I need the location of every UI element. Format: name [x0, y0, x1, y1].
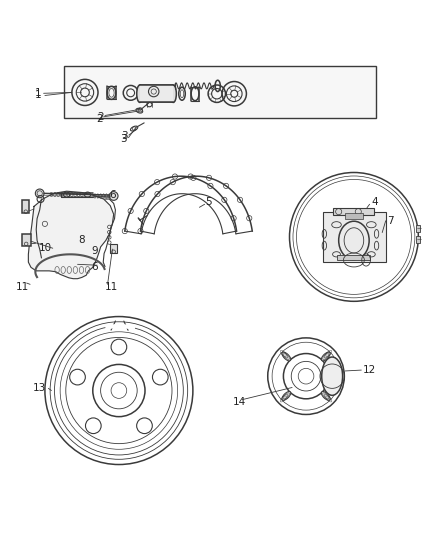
Bar	[416, 225, 420, 232]
Bar	[345, 213, 363, 219]
Text: 6: 6	[109, 190, 116, 200]
Text: 13: 13	[33, 383, 46, 393]
Ellipse shape	[170, 85, 177, 102]
Text: 4: 4	[371, 197, 378, 207]
Text: 3: 3	[121, 131, 127, 141]
Bar	[22, 235, 31, 246]
Bar	[64, 66, 376, 118]
Ellipse shape	[282, 391, 291, 400]
Text: 7: 7	[388, 216, 394, 226]
Bar	[333, 208, 374, 215]
Text: 11: 11	[104, 282, 118, 292]
Ellipse shape	[322, 357, 343, 395]
Text: 12: 12	[363, 365, 376, 375]
Text: 1: 1	[35, 91, 42, 100]
Text: 2: 2	[96, 114, 102, 124]
Polygon shape	[28, 191, 114, 279]
Bar	[322, 212, 386, 262]
Bar	[110, 244, 117, 254]
Ellipse shape	[137, 85, 143, 102]
Text: 2: 2	[97, 112, 104, 122]
Circle shape	[35, 189, 44, 198]
Text: 6: 6	[92, 262, 98, 272]
Text: 14: 14	[233, 397, 247, 407]
Text: 9: 9	[92, 246, 98, 256]
Text: 10: 10	[39, 243, 52, 253]
Bar	[416, 236, 420, 243]
Bar	[22, 200, 29, 213]
Text: 3: 3	[120, 134, 127, 144]
Ellipse shape	[321, 391, 330, 400]
Bar	[337, 255, 370, 260]
Bar	[140, 85, 173, 102]
Circle shape	[110, 192, 118, 200]
Ellipse shape	[282, 352, 291, 361]
Ellipse shape	[321, 352, 330, 361]
Text: 5: 5	[205, 197, 212, 207]
Text: 1: 1	[35, 88, 41, 98]
Text: 11: 11	[16, 282, 29, 292]
Text: 8: 8	[78, 236, 85, 245]
